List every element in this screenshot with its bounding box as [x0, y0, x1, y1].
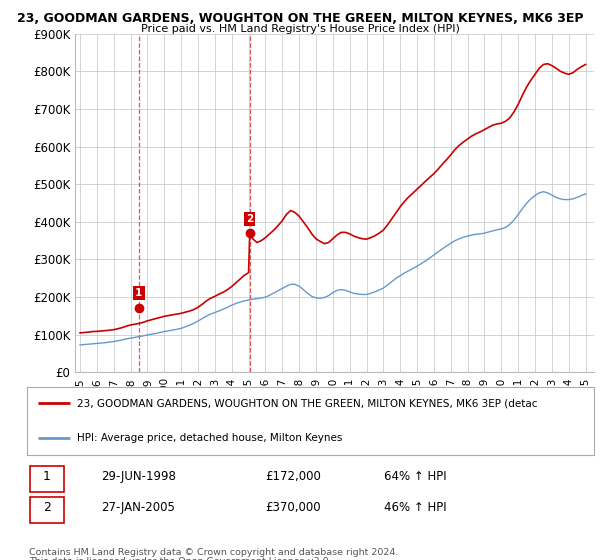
- FancyBboxPatch shape: [30, 497, 64, 523]
- Text: 2: 2: [43, 501, 51, 514]
- Text: £370,000: £370,000: [265, 501, 321, 514]
- Text: 27-JAN-2005: 27-JAN-2005: [101, 501, 175, 514]
- Text: 23, GOODMAN GARDENS, WOUGHTON ON THE GREEN, MILTON KEYNES, MK6 3EP (detac: 23, GOODMAN GARDENS, WOUGHTON ON THE GRE…: [77, 398, 538, 408]
- Text: Price paid vs. HM Land Registry's House Price Index (HPI): Price paid vs. HM Land Registry's House …: [140, 24, 460, 34]
- Text: Contains HM Land Registry data © Crown copyright and database right 2024.: Contains HM Land Registry data © Crown c…: [29, 548, 398, 557]
- Text: 23, GOODMAN GARDENS, WOUGHTON ON THE GREEN, MILTON KEYNES, MK6 3EP: 23, GOODMAN GARDENS, WOUGHTON ON THE GRE…: [17, 12, 583, 25]
- Text: £172,000: £172,000: [265, 470, 321, 483]
- Text: 29-JUN-1998: 29-JUN-1998: [101, 470, 176, 483]
- Text: HPI: Average price, detached house, Milton Keynes: HPI: Average price, detached house, Milt…: [77, 432, 342, 442]
- Text: 46% ↑ HPI: 46% ↑ HPI: [384, 501, 447, 514]
- Text: 64% ↑ HPI: 64% ↑ HPI: [384, 470, 447, 483]
- Text: 1: 1: [135, 288, 142, 298]
- Text: 2: 2: [246, 214, 253, 223]
- FancyBboxPatch shape: [30, 466, 64, 492]
- Text: This data is licensed under the Open Government Licence v3.0.: This data is licensed under the Open Gov…: [29, 557, 331, 560]
- Text: 1: 1: [43, 470, 51, 483]
